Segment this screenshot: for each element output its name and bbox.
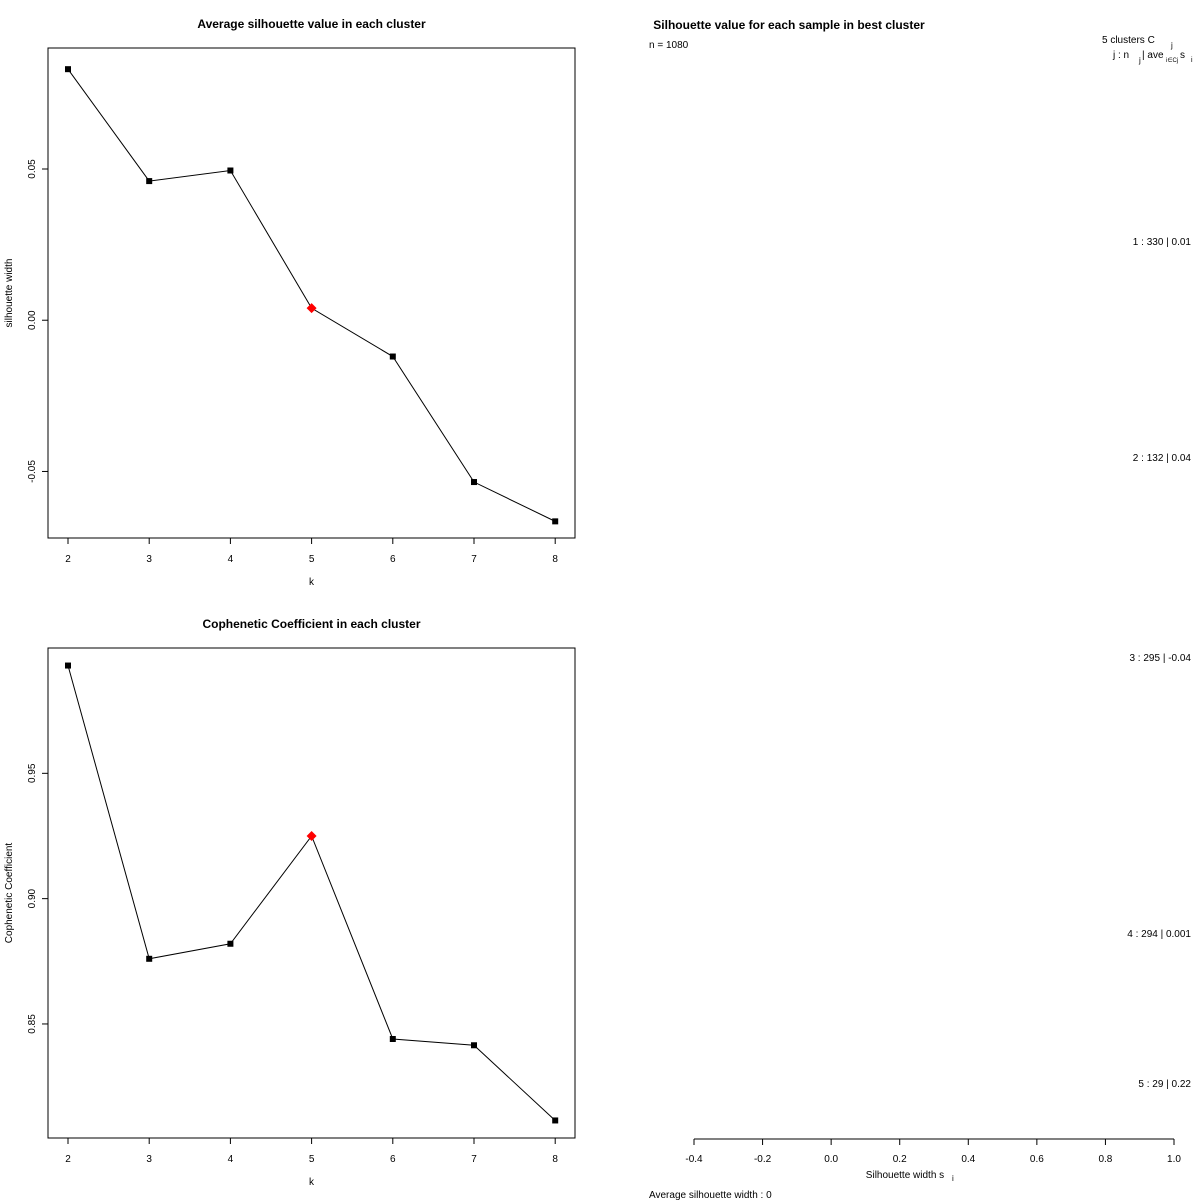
y-tick-label: 0.85 xyxy=(27,1014,38,1034)
cluster-label: 1 : 330 | 0.01 xyxy=(1133,237,1192,248)
x-tick-label: 3 xyxy=(146,1154,152,1165)
x-tick-label: -0.4 xyxy=(685,1154,703,1165)
column-header-sub: j xyxy=(1138,56,1141,65)
column-header-tail: s xyxy=(1180,50,1185,61)
y-tick-label: 0.90 xyxy=(27,888,38,908)
column-header-sub2: i∈Cj xyxy=(1166,57,1178,64)
series-line xyxy=(67,68,556,522)
column-header-ave: | ave xyxy=(1142,50,1164,61)
cluster-label: 2 : 132 | 0.04 xyxy=(1133,453,1192,464)
x-tick-label: 8 xyxy=(552,1154,558,1165)
data-point xyxy=(552,518,559,525)
x-tick-label: 0.8 xyxy=(1098,1154,1112,1165)
x-tick-label: 8 xyxy=(552,554,558,565)
y-tick-label: 0.95 xyxy=(27,763,38,783)
data-point xyxy=(471,479,477,486)
data-point xyxy=(389,353,396,360)
plot-frame xyxy=(47,47,576,539)
data-point xyxy=(65,66,71,73)
x-tick-label: 0.2 xyxy=(893,1154,907,1165)
x-axis-label-sub: i xyxy=(952,1174,954,1183)
chart-title: Average silhouette value in each cluster xyxy=(197,17,426,31)
sample-count: n = 1080 xyxy=(649,40,689,51)
y-axis-label: Cophenetic Coefficient xyxy=(4,843,15,944)
cluster-header-sub: j xyxy=(1170,41,1173,50)
data-point xyxy=(227,167,234,174)
x-tick-label: 4 xyxy=(228,1154,234,1165)
average-width-footer: Average silhouette width : 0 xyxy=(649,1190,772,1200)
x-tick-label: 0.6 xyxy=(1030,1154,1044,1165)
x-tick-label: 6 xyxy=(390,554,396,565)
x-tick-label: 2 xyxy=(65,554,71,565)
data-point xyxy=(65,662,71,669)
data-point xyxy=(552,1117,559,1124)
data-point xyxy=(146,178,153,185)
cluster-header: 5 clusters C xyxy=(1102,35,1155,46)
y-axis-label: silhouette width xyxy=(4,259,15,328)
x-tick-label: 6 xyxy=(390,1154,396,1165)
data-point xyxy=(389,1035,396,1042)
x-axis-label: k xyxy=(309,1177,315,1188)
x-axis-label: Silhouette width s xyxy=(866,1170,944,1181)
x-tick-label: 1.0 xyxy=(1167,1154,1181,1165)
x-tick-label: 7 xyxy=(471,554,477,565)
data-point xyxy=(471,1042,477,1049)
series-line xyxy=(67,665,556,1121)
cluster-label: 5 : 29 | 0.22 xyxy=(1138,1079,1191,1090)
x-axis-label: k xyxy=(309,577,315,588)
plot-frame xyxy=(47,647,576,1139)
x-tick-label: 3 xyxy=(146,554,152,565)
x-tick-label: 0.0 xyxy=(824,1154,838,1165)
cluster-label: 3 : 295 | -0.04 xyxy=(1129,653,1191,664)
x-tick-label: 5 xyxy=(309,1154,315,1165)
x-tick-label: 4 xyxy=(228,554,234,565)
data-point xyxy=(227,940,234,947)
x-tick-label: 0.4 xyxy=(961,1154,975,1165)
highlight-point xyxy=(306,830,317,841)
x-tick-label: 5 xyxy=(309,554,315,565)
column-header-sub3: i xyxy=(1191,57,1193,64)
x-tick-label: -0.2 xyxy=(754,1154,772,1165)
cluster-label: 4 : 294 | 0.001 xyxy=(1127,929,1191,940)
x-tick-label: 7 xyxy=(471,1154,477,1165)
y-tick-label: -0.05 xyxy=(27,460,38,483)
x-tick-label: 2 xyxy=(65,1154,71,1165)
data-point xyxy=(146,955,153,962)
chart-title: Cophenetic Coefficient in each cluster xyxy=(202,617,420,631)
column-header: j : n xyxy=(1112,50,1129,61)
chart-title: Silhouette value for each sample in best… xyxy=(653,18,925,32)
highlight-point xyxy=(306,303,317,314)
y-tick-label: 0.05 xyxy=(27,159,38,179)
y-tick-label: 0.00 xyxy=(27,310,38,330)
